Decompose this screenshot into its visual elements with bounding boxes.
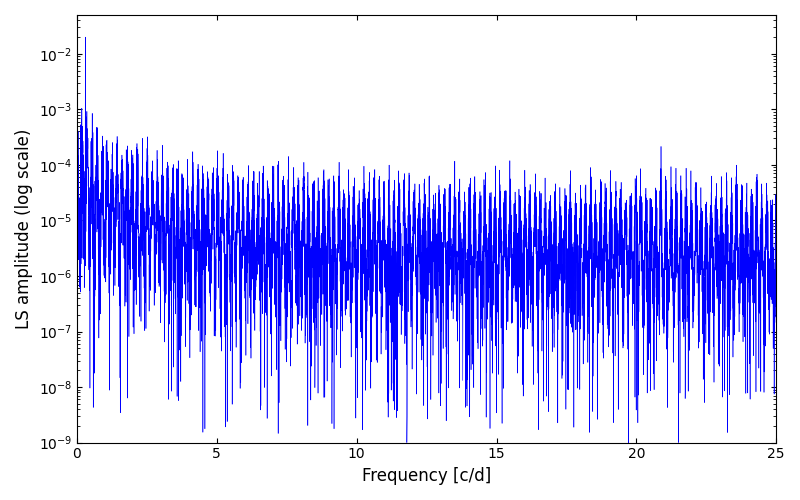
Y-axis label: LS amplitude (log scale): LS amplitude (log scale)	[15, 128, 33, 329]
X-axis label: Frequency [c/d]: Frequency [c/d]	[362, 467, 491, 485]
